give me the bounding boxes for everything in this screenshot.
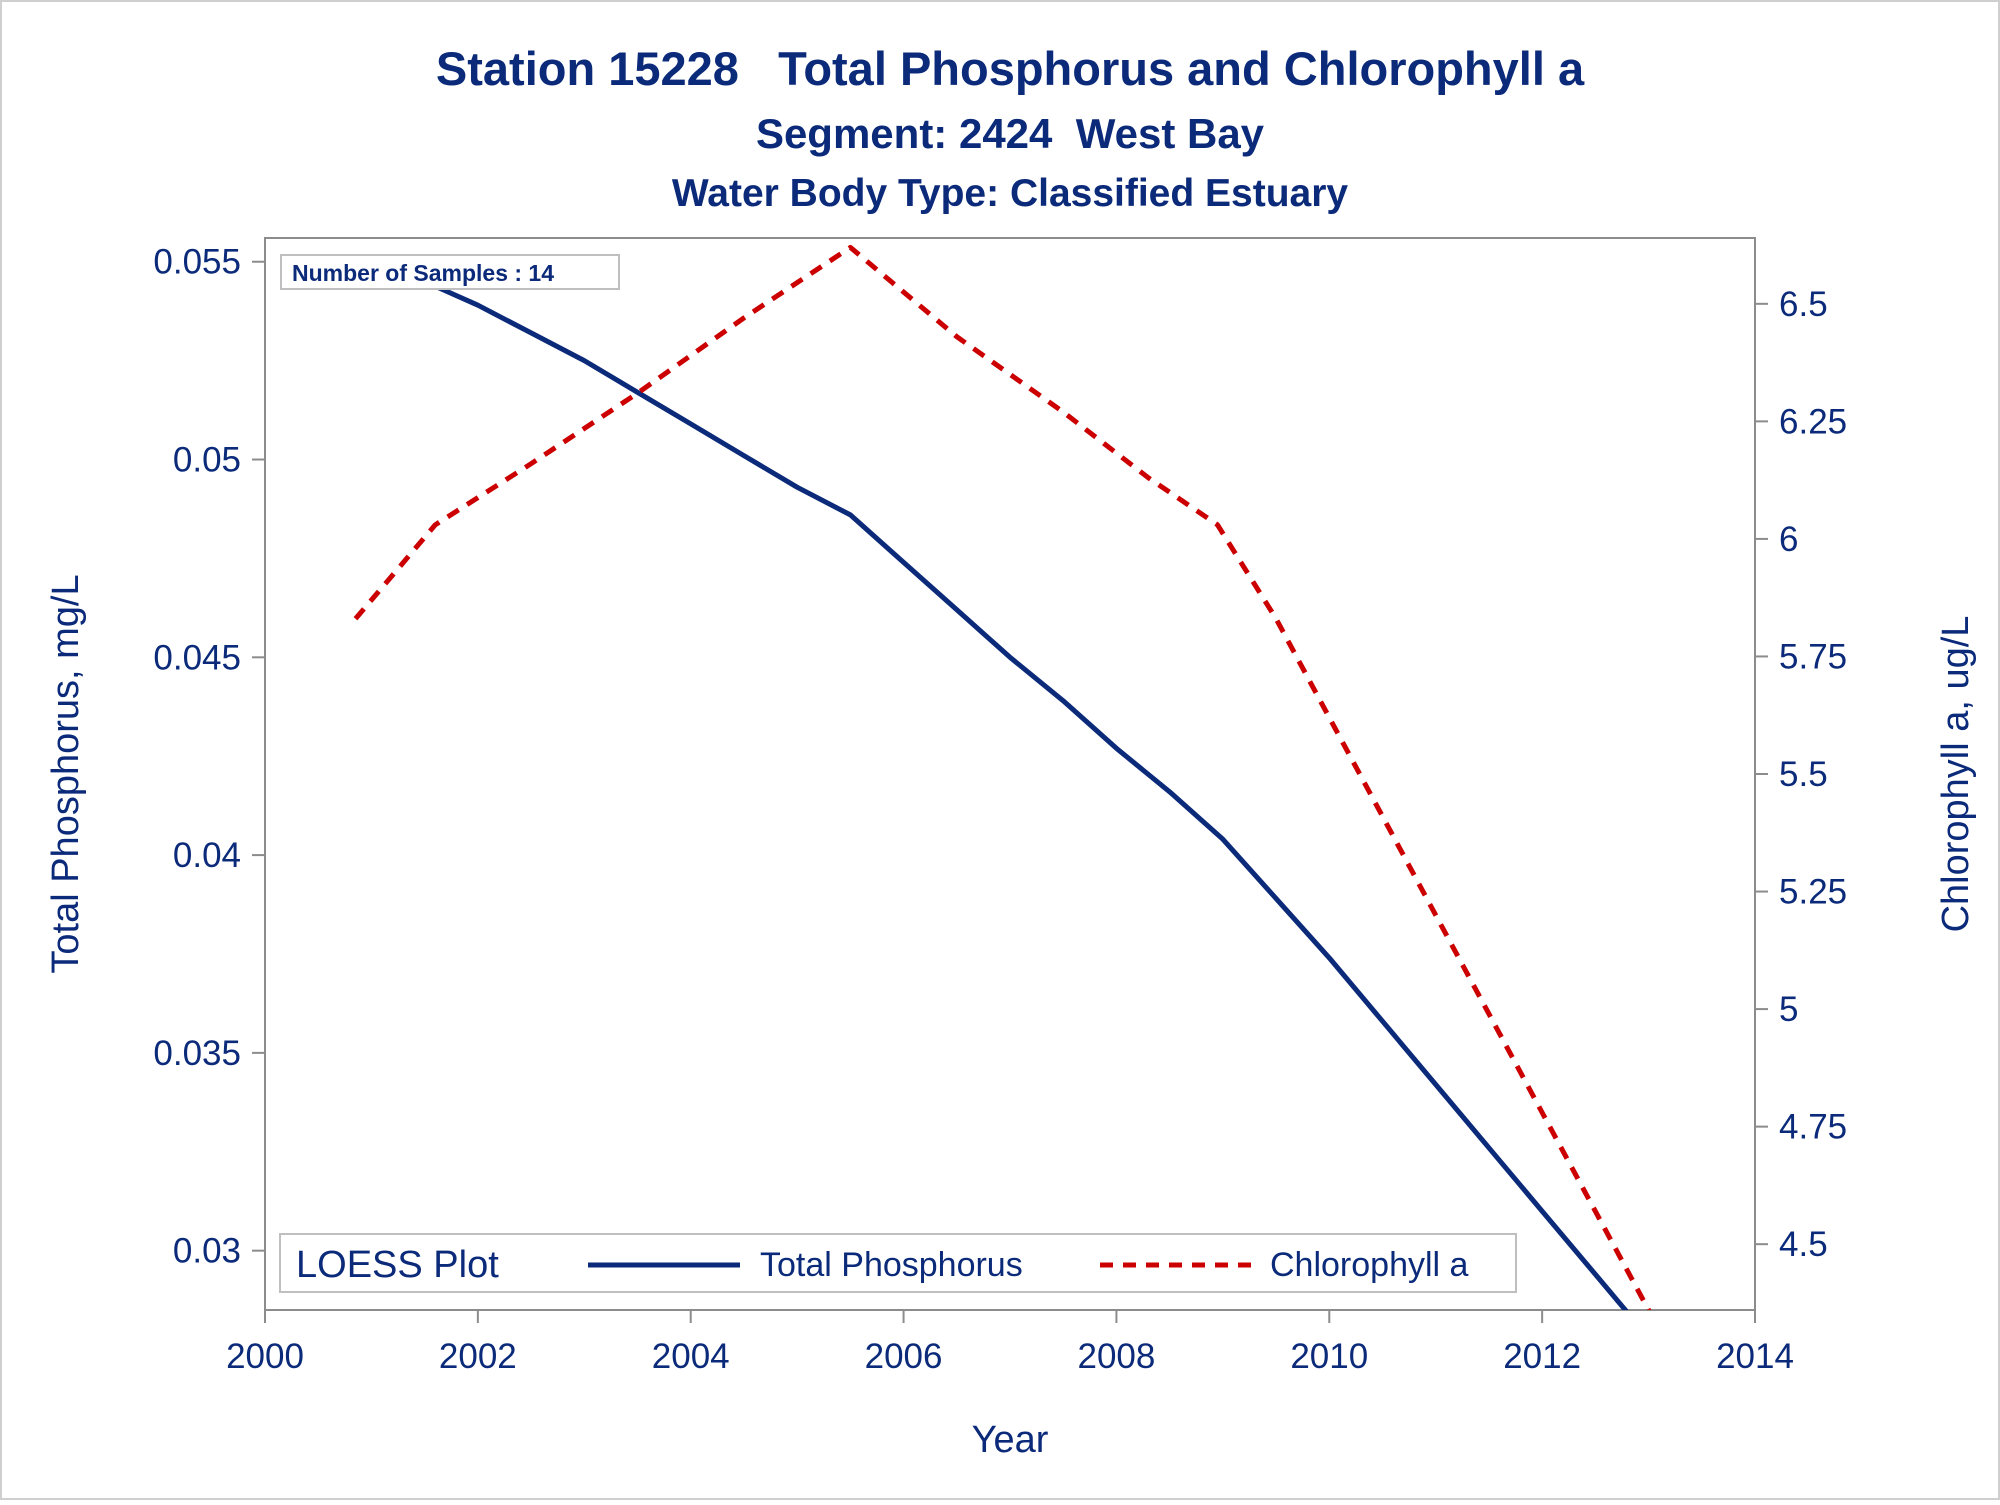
y2-tick-label-6-25: 6.25	[1779, 402, 1847, 441]
y-tick-label-0-045: 0.045	[153, 638, 241, 677]
y-tick-label-0-055: 0.055	[153, 243, 241, 282]
y2-tick-label-6-5: 6.5	[1779, 285, 1828, 324]
sample-count-box: Number of Samples : 14	[280, 254, 620, 290]
legend-title: LOESS Plot	[296, 1244, 499, 1286]
x-tick-label-2006: 2006	[865, 1337, 943, 1376]
y2-axis-label: Chlorophyll a, ug/L	[1935, 616, 1977, 933]
series-layer	[353, 244, 1652, 1310]
y2-tick-label-4-75: 4.75	[1779, 1108, 1847, 1147]
x-tick-label-2014: 2014	[1716, 1337, 1794, 1376]
x-tick-label-2010: 2010	[1290, 1337, 1368, 1376]
plot-area	[264, 237, 1756, 1311]
chart-subtitle2: Water Body Type: Classified Estuary	[672, 172, 1348, 215]
sample-count-text: Number of Samples : 14	[292, 260, 554, 286]
x-tick-label-2004: 2004	[652, 1337, 730, 1376]
legend-label-total-phosphorus: Total Phosphorus	[760, 1246, 1023, 1284]
legend-label-chlorophyll-a: Chlorophyll a	[1270, 1246, 1469, 1284]
chart-title: Station 15228 Total Phosphorus and Chlor…	[436, 42, 1585, 95]
legend: LOESS Plot Total Phosphorus Chlorophyll …	[279, 1233, 1517, 1293]
sample-count-frame	[280, 254, 620, 290]
y2-tick-label-5-75: 5.75	[1779, 637, 1847, 676]
x-tick-label-2002: 2002	[439, 1337, 517, 1376]
y2-tick-label-4-5: 4.5	[1779, 1225, 1828, 1264]
y-tick-label-0-05: 0.05	[173, 441, 241, 480]
x-tick-label-2000: 2000	[226, 1337, 304, 1376]
chart-subtitle: Segment: 2424 West Bay	[756, 110, 1265, 157]
x-axis-label: Year	[972, 1419, 1049, 1461]
y-axis-label: Total Phosphorus, mg/L	[45, 574, 87, 973]
y-axis-left: 0.03 0.035 0.04 0.045 0.05 0.055	[153, 243, 265, 1271]
y-tick-label-0-04: 0.04	[173, 836, 241, 875]
x-axis: 2000 2002 2004 2006 2008 2010 2012 2014	[226, 1310, 1794, 1376]
y2-tick-label-6: 6	[1779, 520, 1798, 559]
y-tick-label-0-035: 0.035	[153, 1034, 241, 1073]
y-axis-right: 4.5 4.75 5 5.25 5.5 5.75 6 6.25 6.5	[1755, 285, 1847, 1264]
legend-frame	[279, 1233, 1517, 1293]
y2-tick-label-5: 5	[1779, 990, 1798, 1029]
y-tick-label-0-03: 0.03	[173, 1232, 241, 1271]
x-tick-label-2008: 2008	[1077, 1337, 1155, 1376]
series-line-total-phosphorus	[354, 255, 1629, 1310]
x-tick-label-2012: 2012	[1503, 1337, 1581, 1376]
y2-tick-label-5-5: 5.5	[1779, 755, 1828, 794]
y2-tick-label-5-25: 5.25	[1779, 873, 1847, 912]
series-line-chlorophyll-a	[353, 244, 1652, 1310]
